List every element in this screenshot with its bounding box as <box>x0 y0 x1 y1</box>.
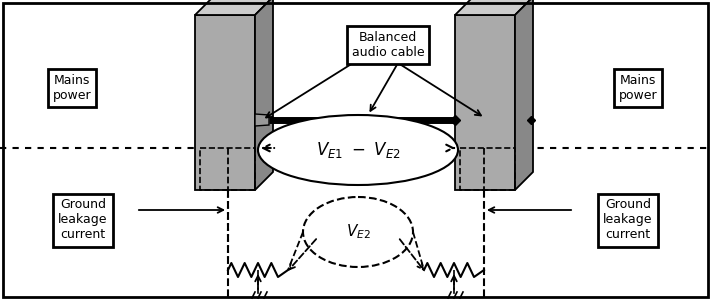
Ellipse shape <box>258 115 458 185</box>
Text: Mains
power: Mains power <box>619 74 657 102</box>
Polygon shape <box>515 0 533 190</box>
Polygon shape <box>255 0 273 190</box>
Text: Mains
power: Mains power <box>53 74 91 102</box>
Text: $V_{E2}$: $V_{E2}$ <box>346 223 370 241</box>
Polygon shape <box>195 15 255 190</box>
Text: Ground
leakage
current: Ground leakage current <box>58 199 108 242</box>
Polygon shape <box>455 15 515 190</box>
Text: Balanced
audio cable: Balanced audio cable <box>352 31 424 59</box>
Text: Ground
leakage
current: Ground leakage current <box>603 199 653 242</box>
Text: $V_{E1}\ -\ V_{E2}$: $V_{E1}\ -\ V_{E2}$ <box>316 140 400 160</box>
Polygon shape <box>255 114 269 126</box>
Polygon shape <box>195 0 273 15</box>
Polygon shape <box>455 0 533 15</box>
